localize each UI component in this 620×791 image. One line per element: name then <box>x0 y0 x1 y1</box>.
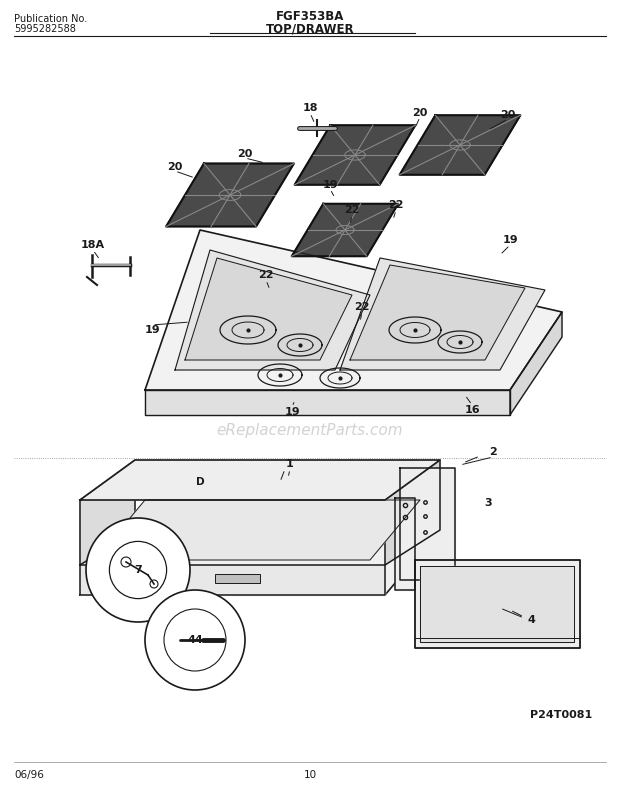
Text: D: D <box>196 477 205 487</box>
Text: P24T0081: P24T0081 <box>530 710 592 720</box>
Polygon shape <box>420 566 574 642</box>
Polygon shape <box>185 258 352 360</box>
Text: 22: 22 <box>388 200 404 210</box>
Polygon shape <box>294 125 415 185</box>
Text: 20: 20 <box>412 108 428 118</box>
Text: 4: 4 <box>527 615 535 625</box>
Text: 19: 19 <box>144 325 160 335</box>
Polygon shape <box>292 204 398 256</box>
Text: 20: 20 <box>237 149 253 159</box>
Polygon shape <box>395 498 415 590</box>
Text: 18: 18 <box>303 103 317 113</box>
Polygon shape <box>166 164 294 226</box>
Text: 19: 19 <box>322 180 338 190</box>
Text: 18A: 18A <box>81 240 105 250</box>
Text: 19: 19 <box>284 407 300 417</box>
Text: eReplacementParts.com: eReplacementParts.com <box>216 422 404 437</box>
Text: FGF353BA: FGF353BA <box>276 10 344 23</box>
Polygon shape <box>350 265 525 360</box>
Polygon shape <box>145 390 510 415</box>
Polygon shape <box>95 500 420 560</box>
Circle shape <box>145 590 245 690</box>
Circle shape <box>86 518 190 622</box>
Polygon shape <box>80 460 440 500</box>
Polygon shape <box>510 312 562 415</box>
Text: 16: 16 <box>464 405 480 415</box>
Polygon shape <box>80 565 385 595</box>
Text: 2: 2 <box>489 447 497 457</box>
Text: 20: 20 <box>167 162 183 172</box>
Text: Publication No.: Publication No. <box>14 14 87 24</box>
Text: 5995282588: 5995282588 <box>14 24 76 34</box>
Text: 22: 22 <box>354 302 370 312</box>
Polygon shape <box>80 460 135 565</box>
Text: 7: 7 <box>134 565 142 575</box>
Polygon shape <box>400 115 520 175</box>
Text: 22: 22 <box>259 270 274 280</box>
Bar <box>215 574 260 583</box>
Text: 44: 44 <box>187 635 203 645</box>
Text: 1: 1 <box>286 459 294 469</box>
Polygon shape <box>80 530 440 595</box>
Polygon shape <box>145 230 562 390</box>
Text: 10: 10 <box>303 770 317 780</box>
Polygon shape <box>340 258 545 370</box>
Polygon shape <box>175 250 370 370</box>
Text: 19: 19 <box>502 235 518 245</box>
Text: 22: 22 <box>344 205 360 215</box>
Text: 06/96: 06/96 <box>14 770 44 780</box>
Text: TOP/DRAWER: TOP/DRAWER <box>266 22 354 35</box>
Polygon shape <box>415 560 580 648</box>
Text: 3: 3 <box>484 498 492 508</box>
Polygon shape <box>400 468 455 580</box>
Text: 20: 20 <box>500 110 516 120</box>
Polygon shape <box>385 460 440 565</box>
